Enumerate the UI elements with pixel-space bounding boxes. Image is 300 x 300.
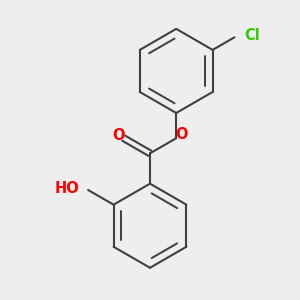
Text: O: O — [175, 128, 188, 142]
Text: Cl: Cl — [244, 28, 260, 43]
Text: HO: HO — [55, 181, 80, 196]
Text: O: O — [112, 128, 125, 143]
